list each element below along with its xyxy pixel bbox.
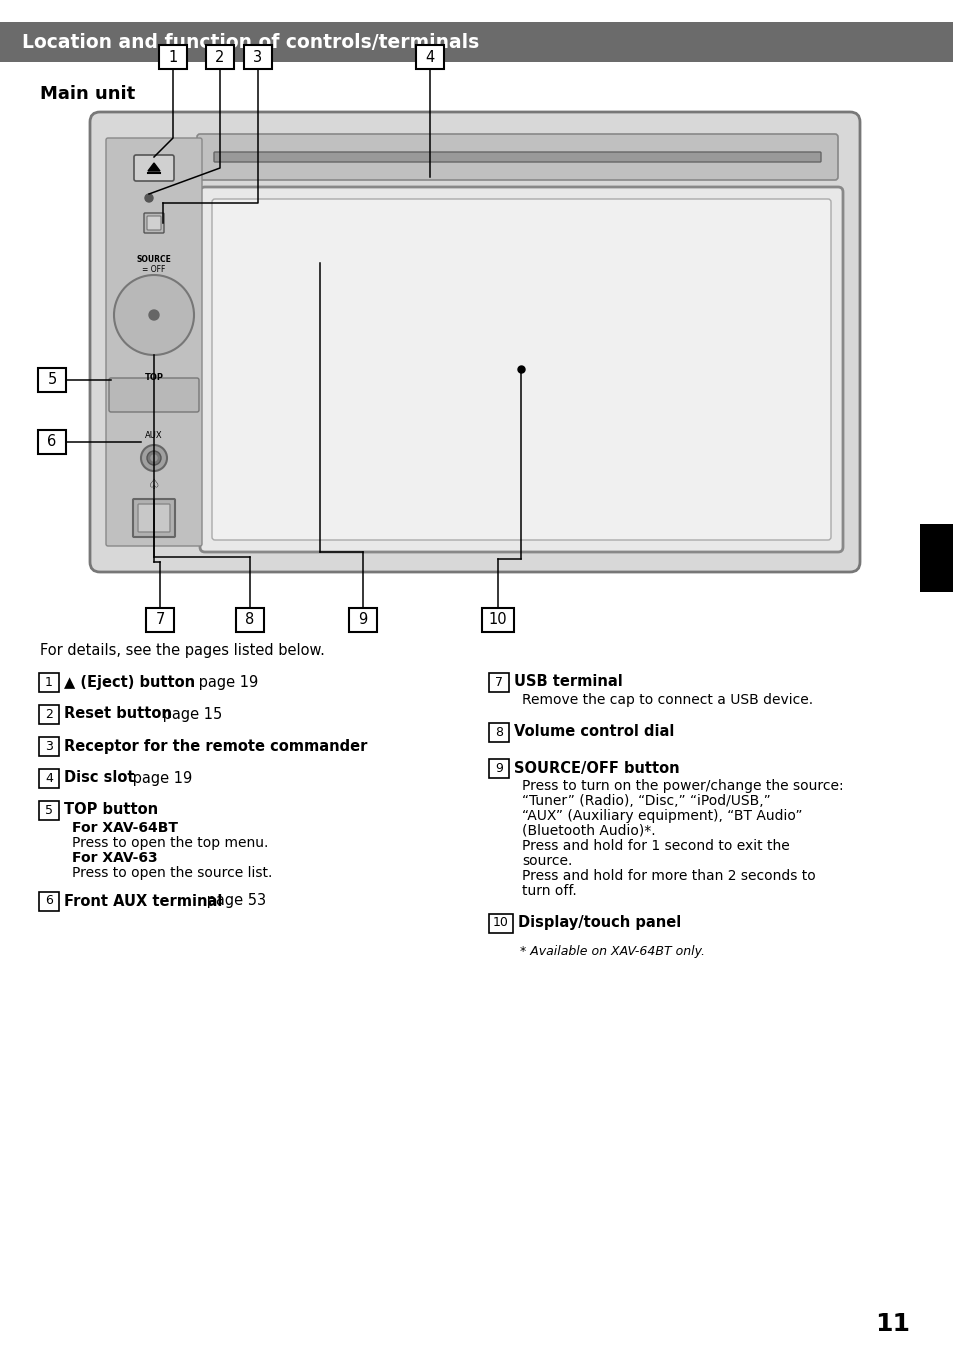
- Text: For XAV-64BT: For XAV-64BT: [71, 821, 178, 836]
- Text: SOURCE/OFF button: SOURCE/OFF button: [514, 760, 679, 776]
- FancyBboxPatch shape: [235, 608, 264, 631]
- Text: 11: 11: [874, 1311, 909, 1336]
- Bar: [919, 525, 953, 592]
- FancyBboxPatch shape: [39, 737, 59, 756]
- Text: 6: 6: [48, 434, 56, 449]
- Text: 3: 3: [45, 740, 52, 753]
- Polygon shape: [148, 164, 160, 170]
- FancyBboxPatch shape: [132, 499, 174, 537]
- Text: Volume control dial: Volume control dial: [514, 725, 674, 740]
- Text: turn off.: turn off.: [521, 884, 577, 898]
- Text: Front AUX terminal: Front AUX terminal: [64, 894, 222, 909]
- FancyBboxPatch shape: [90, 112, 859, 572]
- Text: page 19: page 19: [193, 675, 258, 690]
- Text: SOURCE: SOURCE: [136, 256, 172, 265]
- Text: * Available on XAV-64BT only.: * Available on XAV-64BT only.: [519, 945, 704, 957]
- FancyBboxPatch shape: [244, 45, 272, 69]
- Text: Location and function of controls/terminals: Location and function of controls/termin…: [22, 32, 478, 51]
- FancyBboxPatch shape: [39, 704, 59, 723]
- Text: AUX: AUX: [145, 431, 163, 441]
- FancyBboxPatch shape: [489, 672, 509, 691]
- Text: 9: 9: [495, 761, 502, 775]
- Text: 6: 6: [45, 895, 52, 907]
- Text: page 15: page 15: [158, 707, 222, 722]
- FancyBboxPatch shape: [138, 504, 170, 531]
- FancyBboxPatch shape: [147, 216, 161, 230]
- Text: 7: 7: [155, 612, 165, 627]
- FancyBboxPatch shape: [109, 379, 199, 412]
- FancyBboxPatch shape: [146, 608, 173, 631]
- FancyBboxPatch shape: [133, 155, 173, 181]
- Text: 7: 7: [495, 676, 502, 688]
- Text: 3: 3: [253, 50, 262, 65]
- Text: 1: 1: [168, 50, 177, 65]
- FancyBboxPatch shape: [38, 368, 66, 392]
- Text: Press and hold for 1 second to exit the: Press and hold for 1 second to exit the: [521, 840, 789, 853]
- Text: For details, see the pages listed below.: For details, see the pages listed below.: [40, 642, 325, 657]
- Text: “AUX” (Auxiliary equipment), “BT Audio”: “AUX” (Auxiliary equipment), “BT Audio”: [521, 808, 801, 823]
- Text: 4: 4: [45, 772, 52, 784]
- Text: Remove the cap to connect a USB device.: Remove the cap to connect a USB device.: [521, 694, 812, 707]
- Text: page 19: page 19: [128, 771, 193, 786]
- FancyBboxPatch shape: [106, 138, 202, 546]
- Text: Receptor for the remote commander: Receptor for the remote commander: [64, 738, 367, 753]
- FancyBboxPatch shape: [206, 45, 233, 69]
- Text: “Tuner” (Radio), “Disc,” “iPod/USB,”: “Tuner” (Radio), “Disc,” “iPod/USB,”: [521, 794, 770, 808]
- Text: USB terminal: USB terminal: [514, 675, 622, 690]
- FancyBboxPatch shape: [489, 758, 509, 777]
- Text: source.: source.: [521, 854, 572, 868]
- Text: Press and hold for more than 2 seconds to: Press and hold for more than 2 seconds t…: [521, 869, 815, 883]
- Text: Reset button: Reset button: [64, 707, 172, 722]
- Text: ▲ (Eject) button: ▲ (Eject) button: [64, 675, 195, 690]
- Text: 1: 1: [45, 676, 52, 688]
- FancyBboxPatch shape: [213, 151, 821, 162]
- Text: TOP: TOP: [144, 373, 163, 383]
- Text: 10: 10: [488, 612, 507, 627]
- Text: 8: 8: [495, 726, 502, 738]
- Text: page 53: page 53: [202, 894, 266, 909]
- FancyBboxPatch shape: [489, 722, 509, 741]
- FancyBboxPatch shape: [39, 768, 59, 787]
- Circle shape: [145, 193, 152, 201]
- Text: 10: 10: [493, 917, 508, 930]
- FancyBboxPatch shape: [39, 891, 59, 910]
- Text: Main unit: Main unit: [40, 85, 135, 103]
- Text: 2: 2: [45, 707, 52, 721]
- Text: Display/touch panel: Display/touch panel: [517, 915, 680, 930]
- Text: 5: 5: [48, 373, 56, 388]
- Text: 2: 2: [215, 50, 225, 65]
- Text: 8: 8: [245, 612, 254, 627]
- Text: (Bluetooth Audio)*.: (Bluetooth Audio)*.: [521, 823, 655, 838]
- Text: Press to turn on the power/change the source:: Press to turn on the power/change the so…: [521, 779, 842, 794]
- Text: TOP button: TOP button: [64, 803, 158, 818]
- Circle shape: [113, 274, 193, 356]
- Text: Disc slot: Disc slot: [64, 771, 134, 786]
- Text: Press to open the source list.: Press to open the source list.: [71, 867, 273, 880]
- Text: For XAV-63: For XAV-63: [71, 850, 157, 865]
- FancyBboxPatch shape: [481, 608, 514, 631]
- FancyBboxPatch shape: [38, 430, 66, 454]
- FancyBboxPatch shape: [39, 800, 59, 819]
- Text: Press to open the top menu.: Press to open the top menu.: [71, 836, 268, 850]
- FancyBboxPatch shape: [349, 608, 376, 631]
- Text: 9: 9: [358, 612, 367, 627]
- FancyBboxPatch shape: [144, 214, 164, 233]
- FancyBboxPatch shape: [416, 45, 443, 69]
- Circle shape: [147, 452, 161, 465]
- Circle shape: [141, 445, 167, 470]
- FancyBboxPatch shape: [39, 672, 59, 691]
- Text: = OFF: = OFF: [142, 265, 166, 273]
- Circle shape: [149, 310, 159, 320]
- Text: 4: 4: [425, 50, 435, 65]
- FancyBboxPatch shape: [212, 199, 830, 539]
- Text: 5: 5: [45, 803, 53, 817]
- FancyBboxPatch shape: [159, 45, 187, 69]
- Bar: [0, 22, 953, 62]
- Circle shape: [151, 456, 157, 461]
- Circle shape: [517, 366, 524, 373]
- Text: ♤: ♤: [148, 479, 160, 492]
- FancyBboxPatch shape: [200, 187, 842, 552]
- FancyBboxPatch shape: [196, 134, 837, 180]
- FancyBboxPatch shape: [489, 914, 513, 933]
